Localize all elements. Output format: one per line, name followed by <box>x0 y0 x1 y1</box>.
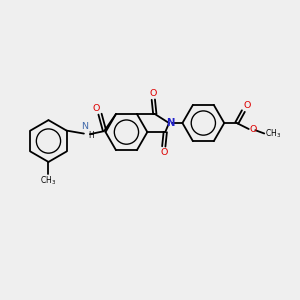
Text: O: O <box>92 104 99 113</box>
Text: O: O <box>160 148 167 157</box>
Text: N: N <box>166 118 174 128</box>
Text: CH$_3$: CH$_3$ <box>40 175 57 187</box>
Text: H: H <box>88 130 94 140</box>
Text: O: O <box>249 124 257 134</box>
Text: O: O <box>150 89 157 98</box>
Text: O: O <box>244 101 251 110</box>
Text: N: N <box>82 122 88 131</box>
Text: CH$_3$: CH$_3$ <box>265 128 281 140</box>
